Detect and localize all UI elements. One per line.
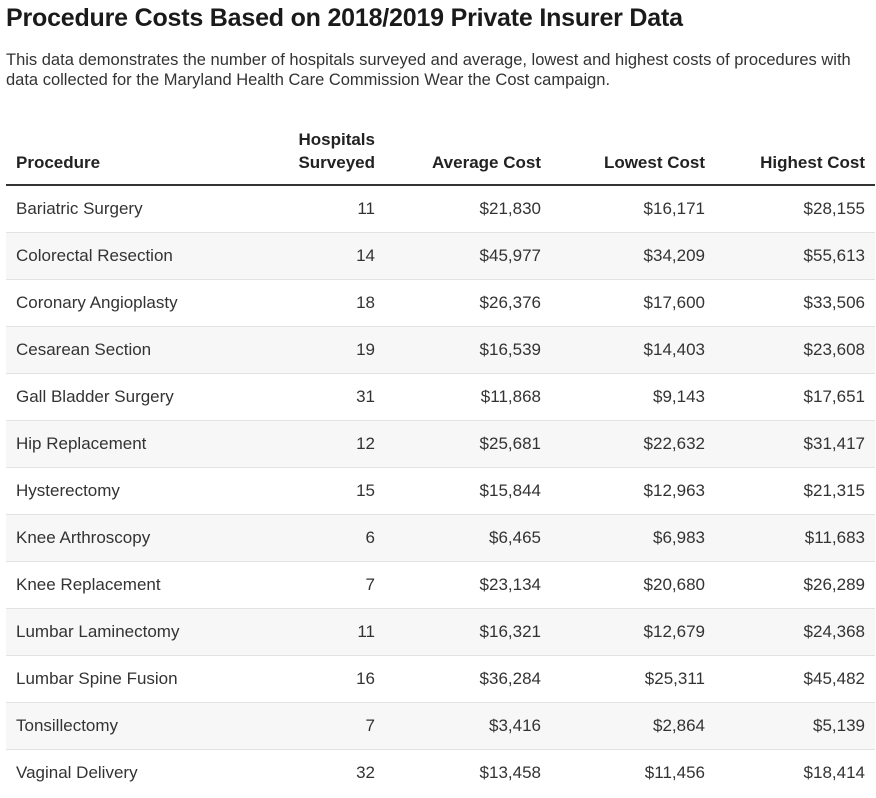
cell-lowest-cost: $6,983 — [551, 514, 715, 562]
column-header-average-label: Average Cost — [432, 153, 541, 172]
cell-lowest-cost: $25,311 — [551, 655, 715, 703]
column-header-average-cost[interactable]: Average Cost — [385, 118, 551, 186]
cell-hospitals-surveyed: 18 — [271, 279, 385, 327]
cell-average-cost: $16,321 — [385, 608, 551, 656]
column-header-hospitals-line1: Hospitals — [298, 130, 375, 149]
cell-procedure: Hysterectomy — [6, 467, 271, 515]
cell-average-cost: $45,977 — [385, 232, 551, 280]
table-row: Lumbar Laminectomy 11 $16,321 $12,679 $24,36… — [6, 608, 875, 656]
cell-procedure: Bariatric Surgery — [6, 185, 271, 233]
cell-lowest-cost: $34,209 — [551, 232, 715, 280]
column-header-hospitals-surveyed[interactable]: Hospitals Surveyed — [271, 118, 385, 186]
cell-average-cost: $16,539 — [385, 326, 551, 374]
cell-procedure: Vaginal Delivery — [16, 763, 138, 782]
table-row: Lumbar Spine Fusion 16 $36,284 $25,311 $45,4… — [6, 655, 875, 703]
cell-hospitals-surveyed: 11 — [271, 608, 385, 656]
cell-procedure: Colorectal Resection — [6, 232, 271, 280]
cell-lowest-cost: $2,864 — [551, 702, 715, 750]
cell-hospitals-surveyed: 12 — [271, 420, 385, 468]
cell-highest-cost: $26,289 — [715, 561, 875, 609]
cell-average-cost: $11,868 — [385, 373, 551, 421]
cell-procedure: Tonsillectomy — [6, 702, 271, 750]
table-row: Coronary Angioplasty 18 $26,376 $17,600 $33,… — [6, 279, 875, 327]
table-row: Vaginal Delivery 32 $13,458 $11,456 $18,414 — [6, 750, 875, 797]
cell-highest-cost: $5,139 — [715, 702, 875, 750]
cell-average-cost: $36,284 — [385, 655, 551, 703]
cell-procedure: Coronary Angioplasty — [6, 279, 271, 327]
table-body: Bariatric Surgery 11 $21,830 $16,171 $28,155… — [6, 185, 875, 796]
cell-hospitals-surveyed: 15 — [271, 467, 385, 515]
table-row: Tonsillectomy 7 $3,416 $2,864 $5,139 — [6, 702, 875, 750]
cell-lowest-cost: $17,600 — [551, 279, 715, 327]
cell-procedure: Knee Replacement — [6, 561, 271, 609]
table-row: Colorectal Resection 14 $45,977 $34,209 $55,… — [6, 232, 875, 280]
cell-lowest-cost: $14,403 — [551, 326, 715, 374]
cell-highest-cost: $45,482 — [715, 655, 875, 703]
cell-average-cost: $6,465 — [385, 514, 551, 562]
cell-lowest-cost: $11,456 — [644, 763, 705, 782]
cell-hospitals-surveyed: 11 — [271, 185, 385, 233]
table-row: Cesarean Section 19 $16,539 $14,403 $23,608 — [6, 326, 875, 374]
cell-highest-cost: $11,683 — [715, 514, 875, 562]
cell-highest-cost: $33,506 — [715, 279, 875, 327]
table-row: Gall Bladder Surgery 31 $11,868 $9,143 $17,6… — [6, 373, 875, 421]
column-header-hospitals-line2: Surveyed — [298, 153, 375, 172]
cell-lowest-cost: $12,963 — [551, 467, 715, 515]
cell-procedure: Lumbar Laminectomy — [6, 608, 271, 656]
column-header-highest-cost[interactable]: Highest Cost — [715, 118, 875, 186]
cell-hospitals-surveyed: 32 — [356, 763, 375, 782]
table-row: Knee Replacement 7 $23,134 $20,680 $26,289 — [6, 561, 875, 609]
column-header-lowest-label: Lowest Cost — [603, 153, 705, 172]
cell-highest-cost: $18,414 — [803, 763, 865, 782]
table-row: Knee Arthroscopy 6 $6,465 $6,983 $11,683 — [6, 514, 875, 562]
cell-hospitals-surveyed: 7 — [271, 561, 385, 609]
cell-highest-cost: $28,155 — [715, 185, 875, 233]
cell-average-cost: $26,376 — [385, 279, 551, 327]
cell-procedure: Lumbar Spine Fusion — [6, 655, 271, 703]
column-header-procedure[interactable]: Procedure — [6, 118, 271, 186]
cell-average-cost: $21,830 — [385, 185, 551, 233]
cell-average-cost: $25,681 — [385, 420, 551, 468]
cell-hospitals-surveyed: 14 — [271, 232, 385, 280]
cell-lowest-cost: $9,143 — [551, 373, 715, 421]
cell-procedure: Cesarean Section — [6, 326, 271, 374]
table-row: Bariatric Surgery 11 $21,830 $16,171 $28,155 — [6, 185, 875, 233]
cell-lowest-cost: $22,632 — [551, 420, 715, 468]
cell-hospitals-surveyed: 19 — [271, 326, 385, 374]
column-header-procedure-label: Procedure — [16, 153, 101, 172]
cell-highest-cost: $24,368 — [715, 608, 875, 656]
cell-highest-cost: $23,608 — [715, 326, 875, 374]
cell-average-cost: $3,416 — [385, 702, 551, 750]
column-header-highest-label: Highest Cost — [760, 153, 865, 172]
procedure-cost-table: Procedure Hospitals Surveyed Average Cost… — [6, 118, 875, 796]
cell-procedure: Gall Bladder Surgery — [6, 373, 271, 421]
cell-lowest-cost: $12,679 — [551, 608, 715, 656]
page-description: This data demonstrates the number of hos… — [6, 51, 851, 89]
cell-procedure: Hip Replacement — [6, 420, 271, 468]
table-row: Hysterectomy 15 $15,844 $12,963 $21,315 — [6, 467, 875, 515]
cell-highest-cost: $17,651 — [715, 373, 875, 421]
cell-highest-cost: $31,417 — [715, 420, 875, 468]
cell-hospitals-surveyed: 16 — [271, 655, 385, 703]
cell-highest-cost: $21,315 — [715, 467, 875, 515]
cell-hospitals-surveyed: 31 — [271, 373, 385, 421]
cell-average-cost: $13,458 — [479, 763, 541, 782]
cell-procedure: Knee Arthroscopy — [6, 514, 271, 562]
cell-hospitals-surveyed: 7 — [271, 702, 385, 750]
cell-average-cost: $15,844 — [385, 467, 551, 515]
column-header-lowest-cost[interactable]: Lowest Cost — [551, 118, 715, 186]
cell-lowest-cost: $20,680 — [551, 561, 715, 609]
table-row: Hip Replacement 12 $25,681 $22,632 $31,417 — [6, 420, 875, 468]
page-title: Procedure Costs Based on 2018/2019 Priva… — [6, 4, 683, 32]
cell-average-cost: $23,134 — [385, 561, 551, 609]
cell-highest-cost: $55,613 — [715, 232, 875, 280]
cell-hospitals-surveyed: 6 — [271, 514, 385, 562]
table-header-row: Procedure Hospitals Surveyed Average Cost… — [6, 118, 875, 186]
cell-lowest-cost: $16,171 — [551, 185, 715, 233]
